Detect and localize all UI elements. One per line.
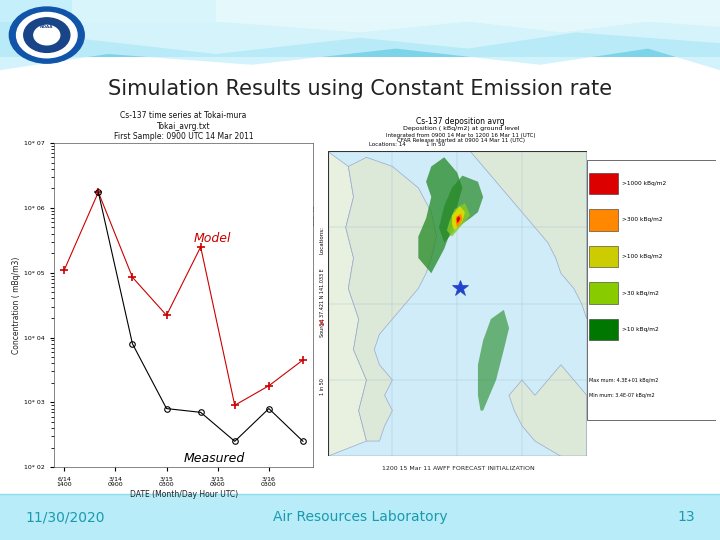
Text: Max mum: 4.3E+01 kBq/m2: Max mum: 4.3E+01 kBq/m2 — [590, 377, 659, 382]
Title: Cs-137 time series at Tokai-mura
Tokai_avrg.txt
First Sample: 0900 UTC 14 Mar 20: Cs-137 time series at Tokai-mura Tokai_a… — [114, 111, 253, 141]
Bar — [587, 160, 716, 420]
Polygon shape — [452, 206, 465, 231]
Polygon shape — [328, 151, 366, 456]
Polygon shape — [418, 157, 462, 273]
Text: 14: 14 — [319, 317, 325, 326]
Text: Simulation Results using Constant Emission rate: Simulation Results using Constant Emissi… — [108, 79, 612, 99]
Text: 1200 15 Mar 11 AWFF FORECAST INITIALIZATION: 1200 15 Mar 11 AWFF FORECAST INITIALIZAT… — [382, 465, 535, 471]
Polygon shape — [447, 203, 470, 237]
Text: Integrated from 0900 14 Mar to 1200 16 Mar 11 (UTC): Integrated from 0900 14 Mar to 1200 16 M… — [386, 132, 536, 138]
Text: Locations: 14: Locations: 14 — [369, 142, 406, 147]
Polygon shape — [0, 0, 720, 70]
Polygon shape — [216, 0, 720, 32]
Text: Air Resources Laboratory: Air Resources Laboratory — [273, 510, 447, 524]
Text: Deposition ( kBq/m2) at ground level: Deposition ( kBq/m2) at ground level — [402, 126, 519, 131]
Text: NOAA: NOAA — [40, 25, 53, 29]
Text: Cs-137 deposition avrg: Cs-137 deposition avrg — [416, 117, 505, 126]
Polygon shape — [478, 310, 509, 410]
Circle shape — [9, 7, 84, 63]
Bar — [590, 319, 618, 340]
Circle shape — [34, 25, 60, 45]
Text: >30 kBq/m2: >30 kBq/m2 — [622, 291, 659, 295]
Bar — [590, 282, 618, 303]
Polygon shape — [346, 157, 436, 441]
Bar — [590, 246, 618, 267]
Polygon shape — [456, 216, 460, 223]
Polygon shape — [439, 176, 483, 242]
Bar — [0, 0, 720, 57]
Text: Locations:: Locations: — [320, 226, 325, 254]
Text: >300 kBq/m2: >300 kBq/m2 — [622, 217, 662, 222]
Text: Time: 00: Time: 00 — [312, 205, 316, 227]
Text: Source: 37.421 N 141.033 E: Source: 37.421 N 141.033 E — [320, 268, 325, 337]
Text: 11/30/2020: 11/30/2020 — [25, 510, 104, 524]
Text: 1 in 50: 1 in 50 — [320, 377, 325, 395]
Text: NOAA: NOAA — [39, 37, 55, 42]
Text: Measured: Measured — [184, 452, 245, 465]
Polygon shape — [456, 214, 462, 227]
Text: 1 in 50: 1 in 50 — [426, 142, 445, 147]
Bar — [590, 209, 618, 231]
Bar — [590, 173, 618, 194]
Circle shape — [24, 18, 70, 52]
X-axis label: DATE (Month/Day Hour UTC): DATE (Month/Day Hour UTC) — [130, 490, 238, 499]
Polygon shape — [72, 0, 720, 54]
Text: >10 kBq/m2: >10 kBq/m2 — [622, 327, 659, 332]
Text: 13: 13 — [678, 510, 695, 524]
Bar — [0, 0, 720, 22]
Text: Min mum: 3.4E-07 kBq/m2: Min mum: 3.4E-07 kBq/m2 — [590, 393, 655, 398]
Text: Model: Model — [194, 232, 231, 245]
Text: CFAR Release started at 0900 14 Mar 11 (UTC): CFAR Release started at 0900 14 Mar 11 (… — [397, 138, 525, 144]
Y-axis label: Concentration ( mBq/m3): Concentration ( mBq/m3) — [12, 256, 22, 354]
Text: >1000 kBq/m2: >1000 kBq/m2 — [622, 181, 666, 186]
Bar — [0, 494, 720, 540]
Polygon shape — [470, 151, 587, 319]
Circle shape — [17, 12, 77, 58]
Polygon shape — [509, 365, 587, 456]
Text: >100 kBq/m2: >100 kBq/m2 — [622, 254, 662, 259]
